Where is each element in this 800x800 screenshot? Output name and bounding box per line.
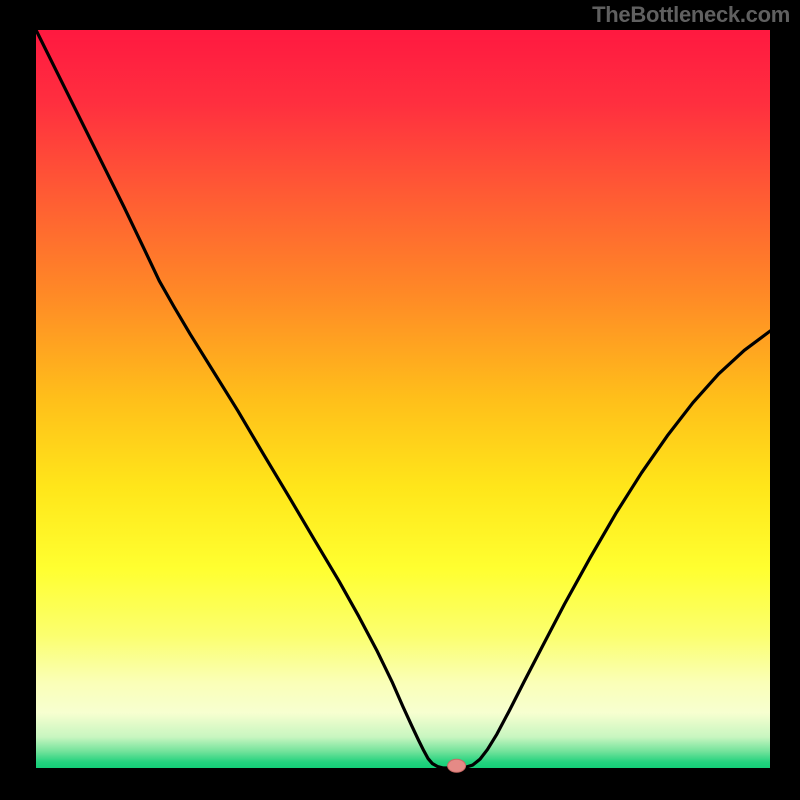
- plot-background: [36, 30, 770, 768]
- chart-container: TheBottleneck.com: [0, 0, 800, 800]
- watermark-text: TheBottleneck.com: [592, 2, 790, 28]
- bottleneck-chart: [0, 0, 800, 800]
- optimal-point-marker: [448, 759, 466, 772]
